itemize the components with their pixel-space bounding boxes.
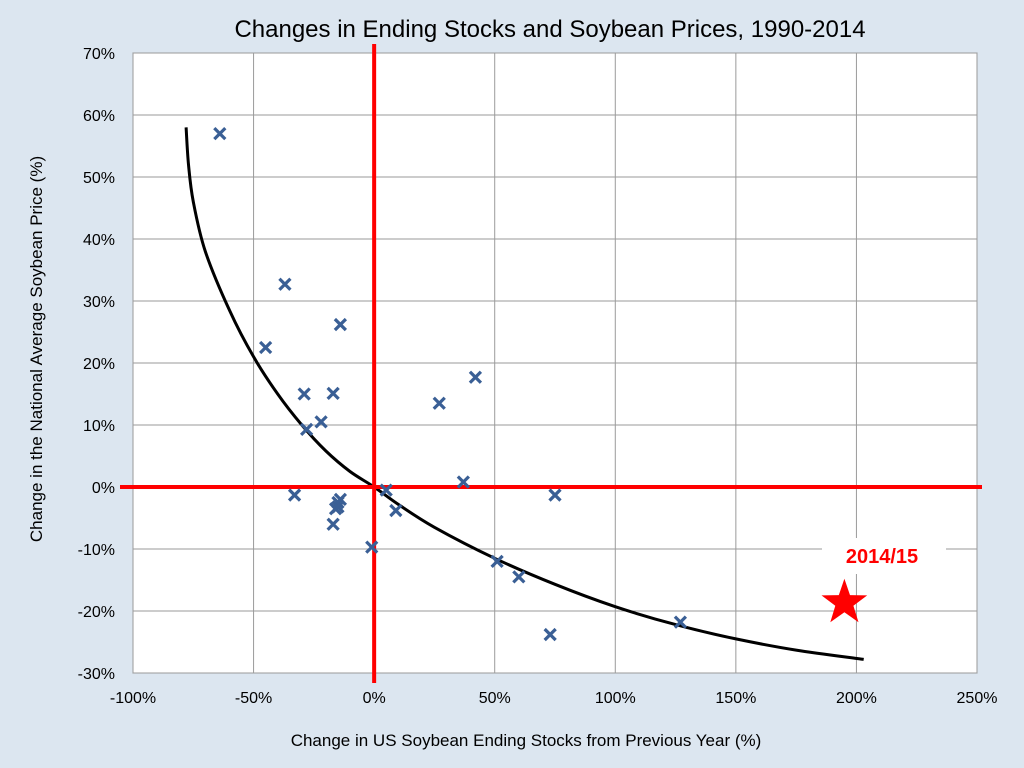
data-point bbox=[379, 483, 393, 497]
x-tick-label: 100% bbox=[595, 690, 636, 707]
data-point bbox=[258, 340, 273, 355]
annotation-label: 2014/15 bbox=[846, 546, 918, 568]
annotation-label-box bbox=[822, 538, 946, 574]
data-point bbox=[456, 475, 470, 489]
y-tick-label: 0% bbox=[92, 480, 115, 497]
y-tick-label: 50% bbox=[83, 170, 115, 187]
data-point bbox=[512, 570, 526, 584]
x-tick-label: -100% bbox=[110, 690, 156, 707]
x-tick-label: 0% bbox=[363, 690, 386, 707]
trend-line bbox=[184, 127, 864, 661]
star-marker bbox=[821, 578, 868, 623]
data-point bbox=[278, 277, 292, 291]
data-point bbox=[490, 554, 504, 569]
y-tick-label: 20% bbox=[83, 356, 115, 373]
data-point bbox=[297, 387, 311, 401]
reference-lines bbox=[120, 44, 982, 683]
data-point bbox=[333, 492, 348, 507]
annotation: 2014/15 bbox=[821, 538, 946, 623]
data-point bbox=[299, 422, 314, 436]
y-axis-label: Change in the National Average Soybean P… bbox=[27, 156, 46, 542]
data-point bbox=[673, 615, 688, 629]
trend-curve bbox=[184, 127, 864, 661]
x-tick-label: 200% bbox=[836, 690, 877, 707]
data-point bbox=[389, 503, 403, 518]
data-point bbox=[213, 126, 227, 141]
data-point bbox=[326, 386, 340, 401]
y-tick-label: 10% bbox=[83, 418, 115, 435]
x-tick-label: 250% bbox=[957, 690, 998, 707]
y-tick-label: 70% bbox=[83, 46, 115, 63]
y-tick-label: 60% bbox=[83, 108, 115, 125]
x-tick-label: 150% bbox=[715, 690, 756, 707]
x-tick-label: -50% bbox=[235, 690, 272, 707]
data-point bbox=[365, 540, 379, 554]
data-point bbox=[548, 488, 562, 502]
data-point bbox=[287, 488, 302, 502]
chart-title: Changes in Ending Stocks and Soybean Pri… bbox=[234, 16, 865, 43]
data-point bbox=[333, 317, 348, 332]
x-tick-label: 50% bbox=[479, 690, 511, 707]
data-point bbox=[543, 627, 557, 642]
y-tick-label: 30% bbox=[83, 294, 115, 311]
y-tick-label: -10% bbox=[78, 542, 115, 559]
data-points bbox=[213, 126, 688, 642]
data-point bbox=[432, 396, 446, 410]
y-tick-label: -20% bbox=[78, 604, 115, 621]
data-point bbox=[314, 415, 328, 429]
data-point bbox=[326, 517, 340, 531]
tick-labels: -100% -50% 0% 50% 100% 150% 200% 250% -30% -20% -1… bbox=[78, 46, 998, 707]
y-tick-label: -30% bbox=[78, 666, 115, 683]
y-tick-label: 40% bbox=[83, 232, 115, 249]
x-axis-label: Change in US Soybean Ending Stocks from … bbox=[291, 731, 762, 750]
data-point bbox=[331, 500, 345, 514]
data-point bbox=[468, 370, 483, 384]
